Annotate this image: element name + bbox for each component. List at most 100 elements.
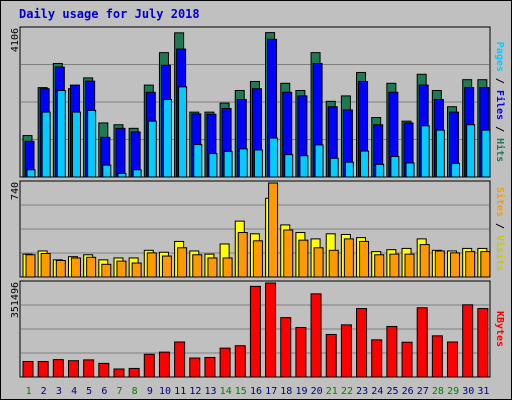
x-tick-label: 6 [101, 386, 107, 397]
x-tick-label: 19 [295, 386, 307, 397]
kbytes-bar [174, 341, 186, 378]
x-tick-label: 12 [189, 386, 201, 397]
pages-bar [208, 153, 218, 178]
sites-bar [450, 252, 461, 278]
kbytes-bar [143, 353, 155, 378]
x-tick-label: 27 [417, 386, 429, 397]
pages-bar [269, 137, 279, 178]
x-tick-label: 25 [386, 386, 398, 397]
legend-kbytes: KBytes [494, 311, 505, 347]
kbytes-bar [158, 351, 170, 378]
y-max-label: 740 [10, 182, 21, 200]
kbytes-bar [67, 360, 79, 378]
kbytes-bar [371, 339, 383, 378]
sites-bar [101, 263, 112, 278]
x-tick-label: 29 [447, 386, 459, 397]
sites-bar [389, 253, 400, 278]
x-tick-label: 23 [356, 386, 368, 397]
pages-bar [71, 111, 81, 178]
sites-bar [252, 240, 263, 278]
pages-bar [162, 99, 172, 178]
x-tick-label: 24 [371, 386, 383, 397]
sites-bar [222, 257, 233, 278]
kbytes-bar [462, 304, 474, 378]
sites-bar [465, 251, 476, 278]
sites-bar [419, 244, 430, 278]
sites-bar [343, 238, 354, 278]
legend-separator: / [494, 120, 505, 138]
pages-bar [390, 155, 400, 178]
pages-bar [360, 150, 370, 178]
sites-bar [268, 182, 279, 278]
x-tick-label: 7 [116, 386, 122, 397]
kbytes-bar [431, 335, 443, 378]
kbytes-bar [265, 282, 277, 378]
kbytes-bar [310, 293, 322, 378]
legend-separator: / [494, 72, 505, 90]
x-tick-label: 15 [235, 386, 247, 397]
kbytes-bar [447, 341, 459, 378]
chart-title: Daily usage for July 2018 [19, 7, 200, 21]
pages-bar [405, 162, 415, 178]
pages-bar [375, 163, 385, 178]
kbytes-bar [356, 308, 368, 378]
sites-bar [161, 255, 172, 278]
sites-bar [374, 254, 385, 278]
kbytes-bar [128, 367, 140, 378]
legend-hits: Hits [494, 138, 506, 162]
x-tick-label: 2 [41, 386, 47, 397]
kbytes-bar [98, 362, 110, 378]
kbytes-bar [37, 360, 49, 378]
sites-bar [313, 247, 324, 278]
x-tick-label: 11 [174, 386, 186, 397]
kbytes-bar [325, 333, 337, 378]
pages-bar [223, 150, 233, 178]
pages-bar [420, 125, 430, 178]
pages-bar [26, 169, 36, 178]
legend-panel-3: KBytes [494, 311, 505, 347]
x-tick-label: 21 [326, 386, 338, 397]
x-tick-label: 30 [462, 386, 474, 397]
pages-bar [87, 109, 97, 178]
kbytes-bar [401, 341, 413, 378]
sites-bar [192, 254, 203, 278]
sites-bar [131, 262, 142, 278]
legend-pages: Pages [494, 42, 505, 72]
x-tick-label: 10 [159, 386, 171, 397]
kbytes-bar [52, 359, 64, 378]
sites-bar [25, 254, 36, 278]
pages-bar [178, 86, 188, 178]
pages-bar [451, 162, 461, 178]
sites-bar [86, 256, 97, 278]
x-tick-label: 31 [477, 386, 489, 397]
y-max-label: 351496 [10, 282, 21, 318]
pages-bar [314, 144, 324, 178]
x-tick-label: 20 [311, 386, 323, 397]
sites-bar [237, 232, 248, 278]
pages-bar [466, 124, 476, 178]
files-bar [115, 127, 126, 178]
legend-panel-1: Pages / Files / Hits [494, 42, 506, 162]
pages-bar [147, 120, 157, 178]
kbytes-bar [340, 324, 352, 378]
kbytes-bar [204, 356, 216, 378]
y-max-label: 4106 [10, 28, 21, 52]
sites-bar [70, 257, 81, 278]
pages-bar [481, 129, 491, 178]
kbytes-bar [234, 345, 246, 378]
x-tick-label: 5 [86, 386, 92, 397]
x-tick-label: 14 [220, 386, 232, 397]
kbytes-bar [219, 347, 231, 378]
kbytes-bar [280, 317, 292, 378]
x-tick-label: 16 [250, 386, 262, 397]
sites-bar [116, 260, 127, 278]
sites-bar [328, 249, 339, 278]
x-tick-label: 26 [402, 386, 414, 397]
pages-bar [193, 144, 203, 178]
sites-bar [359, 240, 370, 278]
x-tick-label: 1 [26, 386, 32, 397]
kbytes-bar [22, 360, 34, 378]
kbytes-bar [416, 307, 428, 378]
sites-bar [480, 251, 491, 278]
kbytes-bar [249, 285, 261, 378]
